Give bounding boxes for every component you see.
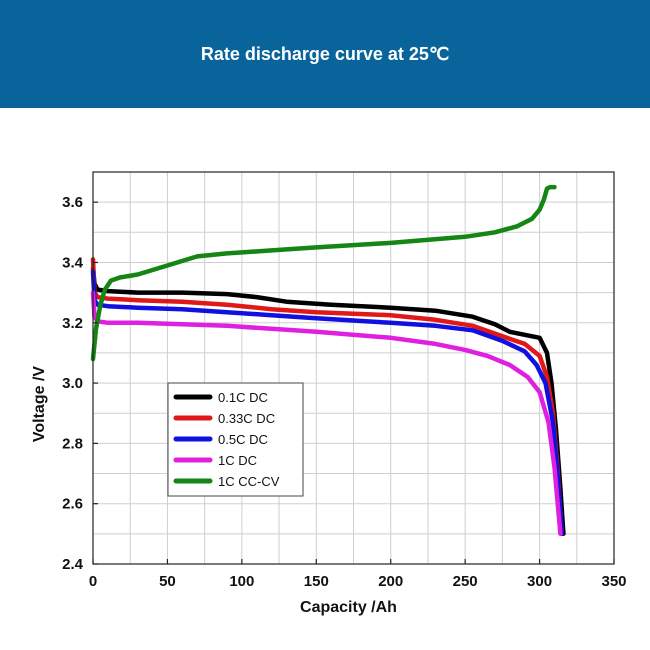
y-tick-label: 3.4	[62, 254, 84, 271]
y-axis-label: Voltage /V	[31, 366, 48, 442]
y-tick-label: 3.0	[62, 375, 83, 392]
chart-title: Rate discharge curve at 25℃	[200, 43, 450, 64]
series-line-3	[90, 290, 563, 537]
y-tick-label: 3.2	[62, 315, 83, 332]
legend-label-1: 0.33C DC	[218, 411, 275, 426]
chart-legend: 0.1C DC 0.33C DC 0.5C DC 1C DC 1C CC-CV	[167, 382, 304, 497]
legend-label-0: 0.1C DC	[218, 390, 268, 405]
x-tick-label: 0	[89, 573, 97, 590]
legend-label-3: 1C DC	[218, 453, 257, 468]
x-tick-label: 200	[378, 573, 403, 590]
x-axis-label: Capacity /Ah	[300, 599, 397, 616]
chart-series	[90, 184, 566, 537]
x-tick-label: 50	[159, 573, 176, 590]
x-tick-label: 250	[453, 573, 478, 590]
plot-frame	[92, 171, 615, 565]
x-tick-label: 150	[304, 573, 329, 590]
legend-label-2: 0.5C DC	[218, 432, 268, 447]
x-tick-label: 350	[601, 573, 626, 590]
legend-label-4: 1C CC-CV	[218, 474, 280, 489]
x-tick-label: 100	[229, 573, 254, 590]
series-line-4	[90, 184, 557, 362]
series-line-0	[90, 266, 566, 537]
y-tick-label: 3.6	[62, 194, 83, 211]
y-tick-label: 2.8	[62, 435, 83, 452]
y-tick-label: 2.4	[62, 556, 84, 573]
x-tick-label: 300	[527, 573, 552, 590]
header-banner: Rate discharge curve at 25℃	[0, 0, 650, 108]
series-line-1	[90, 257, 565, 537]
y-tick-label: 2.6	[62, 496, 83, 513]
chart-ticks: 0 50 100 150 200 250 300 350 2.4 2.6 2.8 3.0 3.2 3.4 3…	[62, 194, 626, 590]
series-line-2	[90, 269, 565, 537]
